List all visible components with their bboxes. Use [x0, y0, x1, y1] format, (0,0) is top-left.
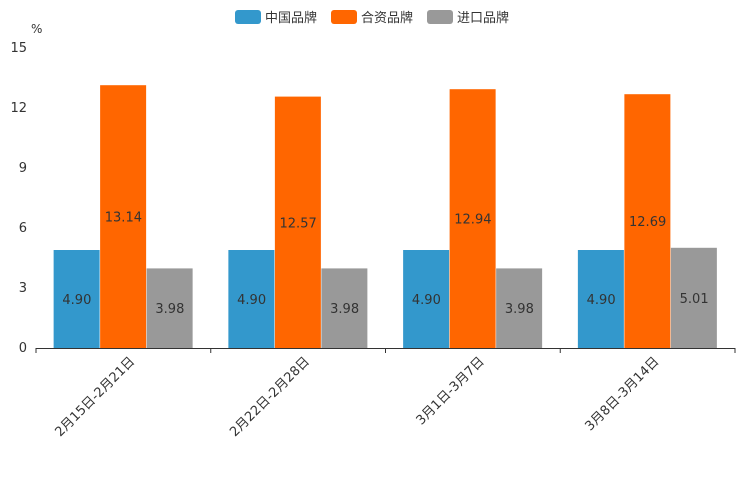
- data-label: 4.90: [412, 293, 441, 308]
- x-tick-label: 3月1日-3月7日: [414, 354, 488, 428]
- legend-label-joint-venture-brand: 合资品牌: [360, 11, 413, 26]
- legend-label-china-brand: 中国品牌: [264, 11, 317, 26]
- bar[interactable]: [53, 250, 100, 348]
- bar[interactable]: [670, 247, 717, 348]
- y-tick-label: 15: [10, 41, 27, 56]
- legend-label-import-brand: 进口品牌: [457, 11, 510, 26]
- y-tick-label: 12: [10, 101, 27, 116]
- x-tick-label: 2月22日-2月28日: [227, 354, 313, 440]
- bar[interactable]: [146, 268, 193, 348]
- data-label: 3.98: [155, 302, 184, 317]
- data-label: 4.90: [62, 293, 91, 308]
- data-label: 4.90: [587, 293, 616, 308]
- bar[interactable]: [624, 94, 671, 348]
- x-tick-label: 2月15日-2月21日: [52, 354, 138, 440]
- data-label: 3.98: [330, 302, 359, 317]
- bar[interactable]: [274, 96, 321, 348]
- legend-item-joint-venture-brand[interactable]: 合资品牌: [330, 7, 413, 26]
- data-label: 4.90: [237, 293, 266, 308]
- bar[interactable]: [577, 250, 624, 348]
- y-axis-unit: %: [31, 22, 43, 36]
- bar[interactable]: [403, 250, 450, 348]
- y-tick-label: 6: [19, 221, 27, 236]
- chart-legend: 中国品牌 合资品牌 进口品牌: [0, 7, 744, 26]
- legend-swatch-joint-venture-brand: [330, 9, 357, 24]
- data-label: 12.69: [629, 215, 666, 230]
- legend-item-import-brand[interactable]: 进口品牌: [427, 7, 509, 26]
- bar[interactable]: [496, 268, 543, 348]
- legend-item-china-brand[interactable]: 中国品牌: [234, 7, 317, 26]
- legend-swatch-import-brand: [427, 9, 453, 24]
- data-label: 12.94: [454, 213, 491, 228]
- bar[interactable]: [100, 85, 147, 348]
- bar[interactable]: [321, 268, 368, 348]
- y-tick-label: 9: [19, 161, 27, 176]
- data-label: 12.57: [280, 216, 317, 231]
- bar[interactable]: [449, 89, 496, 348]
- legend-swatch-china-brand: [234, 9, 261, 24]
- y-tick-label: 0: [19, 341, 27, 356]
- data-label: 13.14: [105, 211, 142, 226]
- data-label: 3.98: [505, 302, 534, 317]
- data-label: 5.01: [680, 292, 709, 307]
- bar[interactable]: [228, 250, 275, 348]
- x-tick-label: 3月8日-3月14日: [583, 354, 663, 434]
- y-tick-label: 3: [19, 281, 27, 296]
